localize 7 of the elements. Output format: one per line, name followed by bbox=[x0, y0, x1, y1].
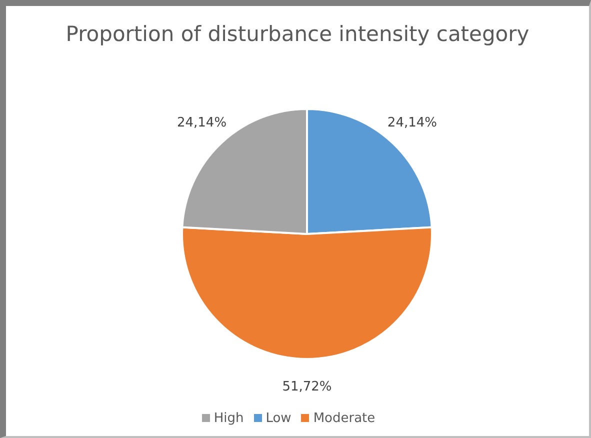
data-label: 24,14% bbox=[387, 115, 438, 130]
legend-label: Moderate bbox=[313, 411, 376, 426]
legend-label: Low bbox=[266, 411, 292, 426]
legend-label: High bbox=[214, 411, 244, 426]
chart-title: Proportion of disturbance intensity category bbox=[64, 22, 530, 48]
data-label: 24,14% bbox=[176, 115, 227, 130]
data-label: 51,72% bbox=[282, 380, 332, 394]
